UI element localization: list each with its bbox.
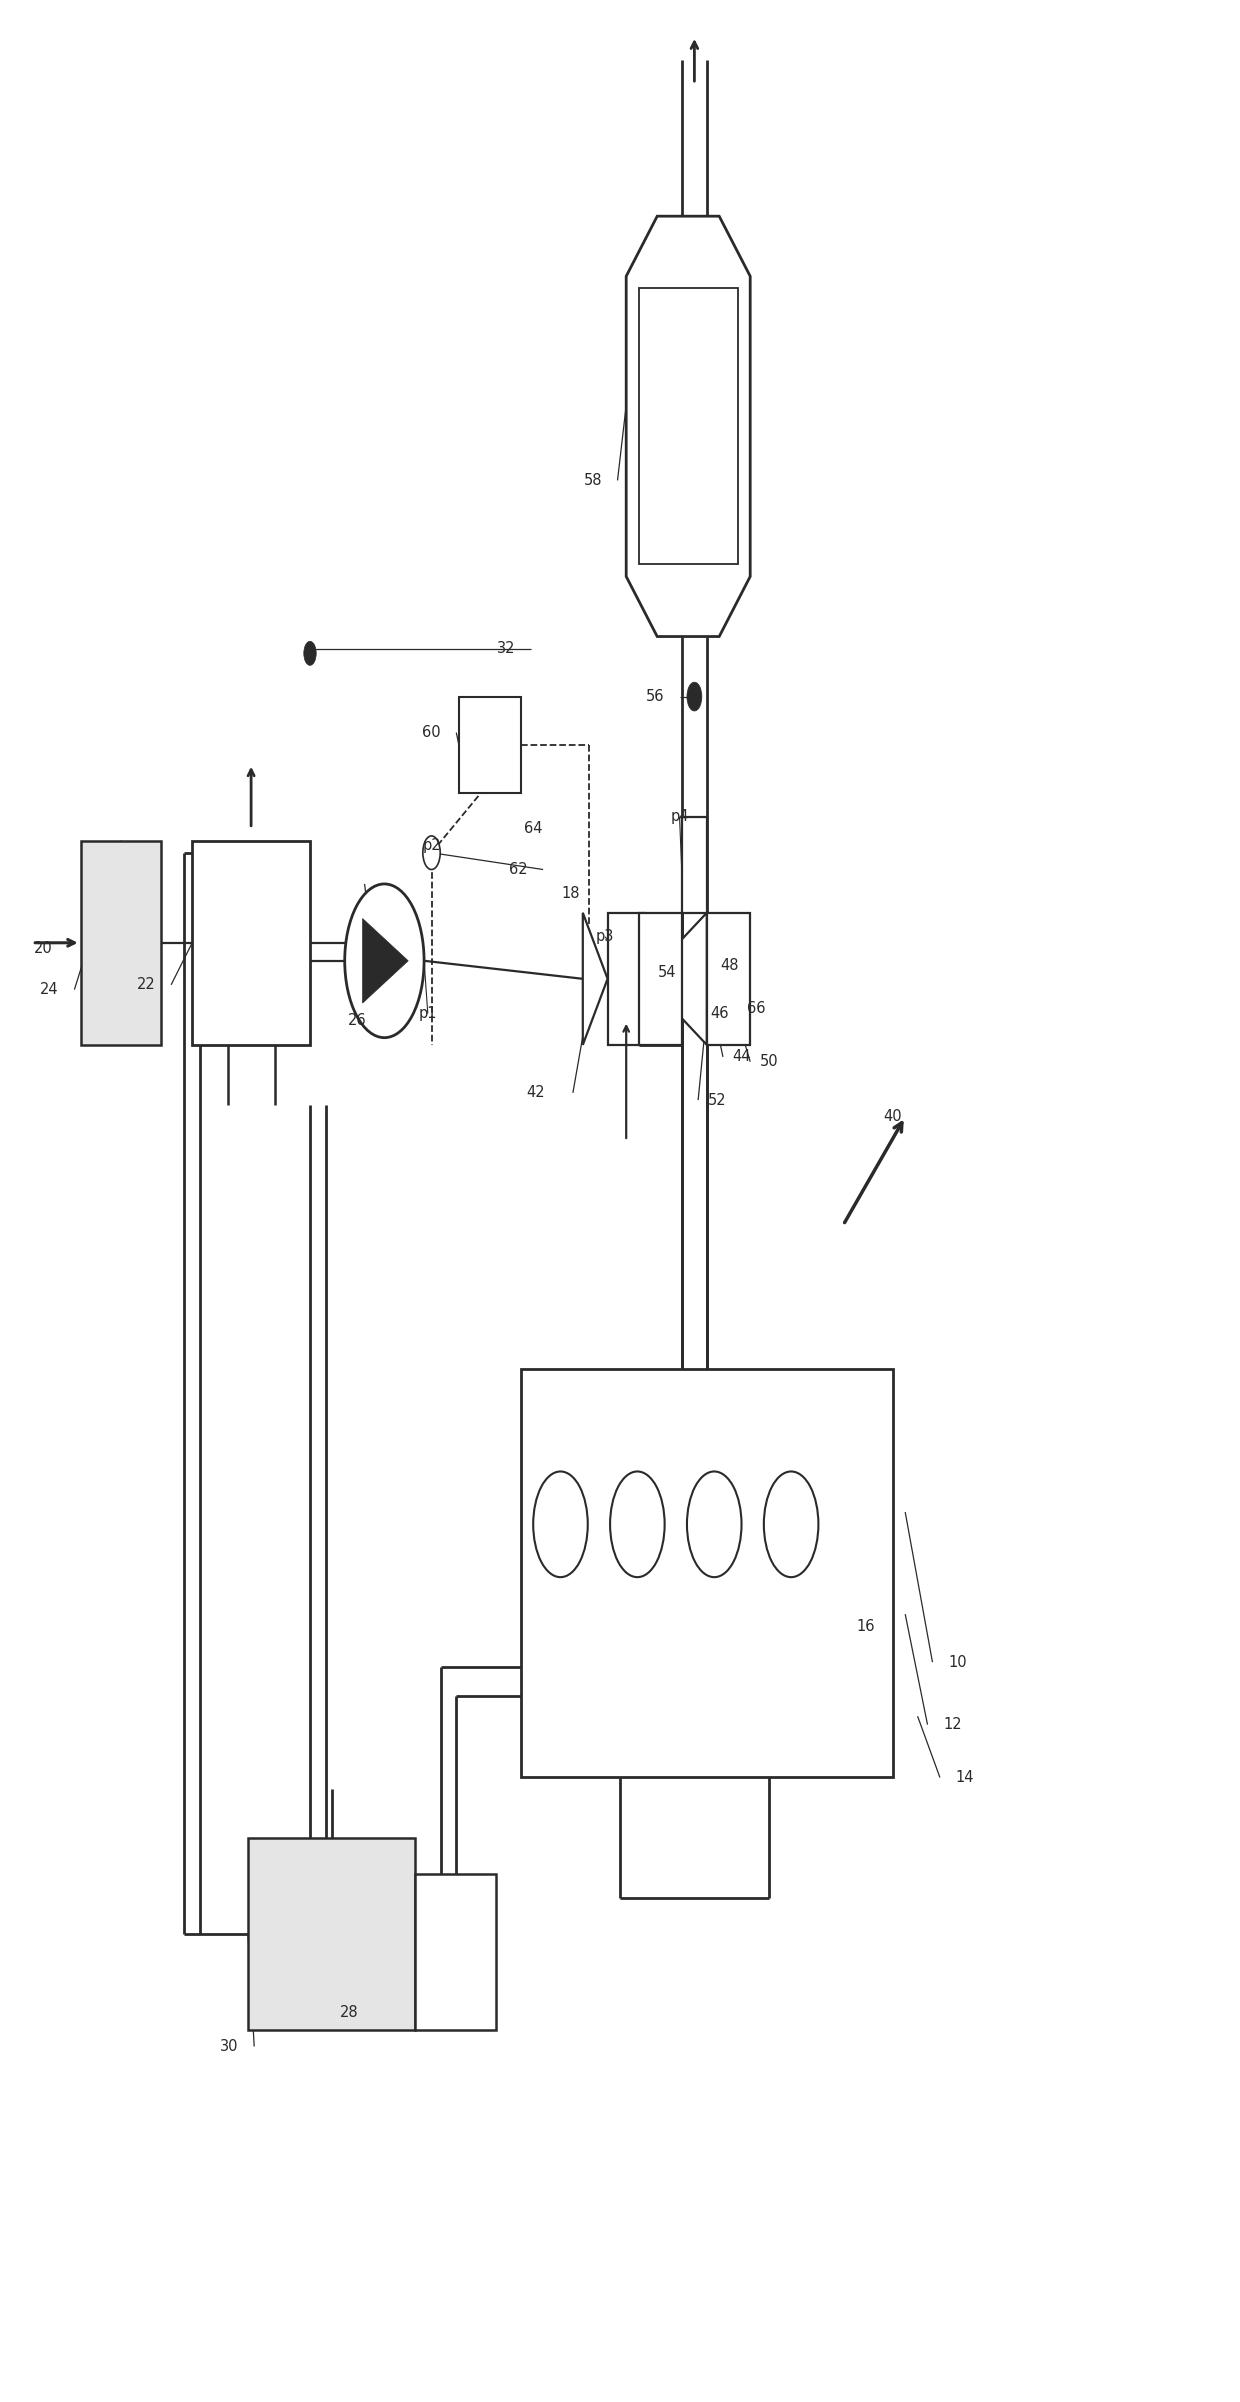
- Circle shape: [687, 682, 702, 711]
- Text: 16: 16: [857, 1619, 874, 1633]
- Bar: [81, 841, 161, 1045]
- Text: p2: p2: [422, 838, 441, 853]
- Text: 30: 30: [221, 2039, 238, 2054]
- Circle shape: [687, 1472, 742, 1578]
- Text: 42: 42: [526, 1086, 546, 1100]
- Circle shape: [424, 838, 439, 867]
- Polygon shape: [362, 918, 408, 1004]
- Text: 22: 22: [136, 978, 156, 992]
- Text: 66: 66: [748, 1002, 765, 1016]
- Text: 60: 60: [422, 725, 441, 740]
- Circle shape: [688, 685, 701, 709]
- Bar: [707, 913, 750, 1045]
- Bar: [415, 1874, 496, 2030]
- Bar: [192, 841, 310, 1045]
- Text: 62: 62: [508, 862, 528, 877]
- Circle shape: [764, 1472, 818, 1578]
- Text: 44: 44: [733, 1050, 750, 1064]
- Text: 50: 50: [759, 1054, 779, 1069]
- Circle shape: [345, 884, 424, 1038]
- Text: 24: 24: [40, 982, 60, 997]
- Polygon shape: [626, 216, 750, 637]
- Circle shape: [610, 1472, 665, 1578]
- Text: 56: 56: [646, 689, 663, 704]
- Polygon shape: [645, 913, 707, 1045]
- Text: 20: 20: [33, 942, 53, 956]
- Text: 52: 52: [707, 1093, 727, 1107]
- Text: 10: 10: [947, 1655, 967, 1669]
- Text: 64: 64: [525, 821, 542, 836]
- Bar: [459, 697, 521, 793]
- Text: p1: p1: [419, 1006, 436, 1021]
- Bar: [682, 817, 707, 913]
- Bar: [608, 913, 645, 1045]
- Text: p4: p4: [671, 809, 688, 824]
- Text: 46: 46: [711, 1006, 728, 1021]
- Polygon shape: [583, 913, 608, 1045]
- Text: 58: 58: [584, 473, 601, 488]
- Bar: [248, 1838, 415, 2030]
- Bar: [639, 913, 682, 1045]
- Text: 40: 40: [883, 1110, 903, 1124]
- Text: p3: p3: [596, 930, 614, 944]
- Text: 26: 26: [347, 1014, 367, 1028]
- Circle shape: [423, 836, 440, 870]
- Text: 54: 54: [658, 966, 676, 980]
- Circle shape: [533, 1472, 588, 1578]
- Bar: [521, 1369, 893, 1777]
- Text: 28: 28: [340, 2006, 360, 2020]
- Text: 48: 48: [720, 958, 738, 973]
- Text: 12: 12: [942, 1717, 962, 1732]
- Bar: [639, 288, 738, 564]
- Text: 32: 32: [497, 641, 515, 656]
- Text: 14: 14: [956, 1770, 973, 1785]
- Circle shape: [304, 641, 316, 665]
- Text: 18: 18: [562, 886, 579, 901]
